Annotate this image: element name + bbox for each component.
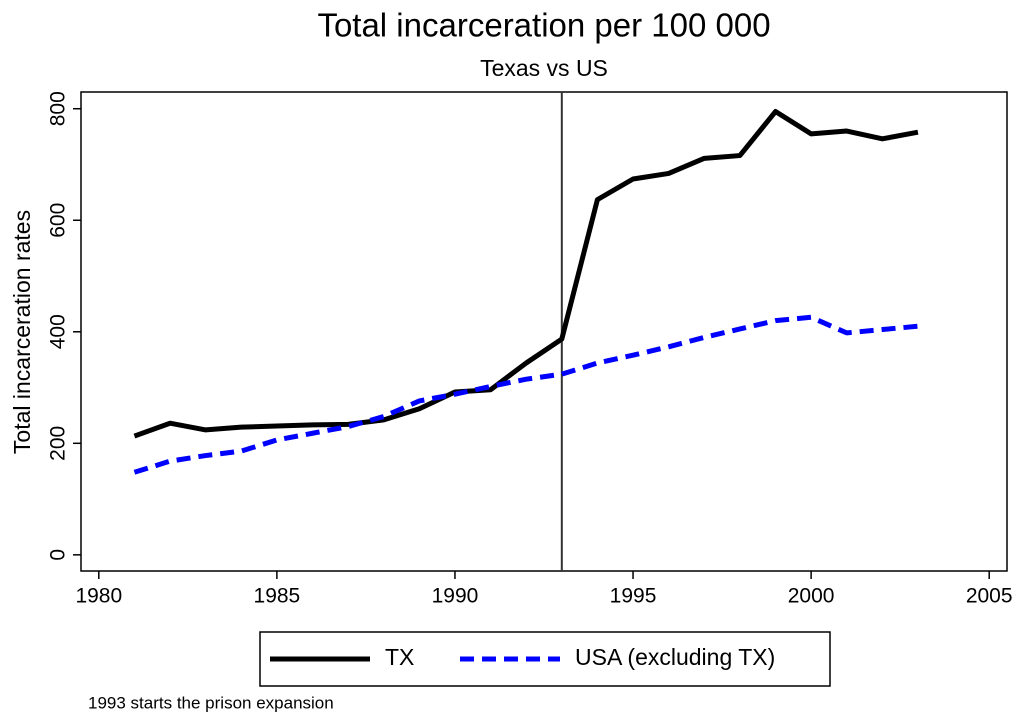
legend-label: TX [385,644,414,670]
legend-label: USA (excluding TX) [575,644,775,670]
y-tick-label: 600 [47,203,70,238]
note: 1993 starts the prison expansion [88,693,334,712]
y-tick-label: 800 [47,91,70,126]
chart-subtitle: Texas vs US [480,55,608,81]
x-tick-label: 2000 [788,585,835,608]
x-tick-label: 1980 [75,585,122,608]
x-tick-label: 2005 [966,585,1013,608]
x-tick-label: 1995 [610,585,657,608]
x-tick-label: 1990 [432,585,479,608]
chart-title: Total incarceration per 100 000 [317,7,770,44]
series-line [133,109,919,439]
legend-box [259,631,831,687]
series-line [133,314,919,475]
y-tick-label: 0 [47,549,70,561]
y-axis-label: Total incarceration rates [9,210,35,454]
y-tick-label: 400 [47,314,70,349]
y-tick-label: 200 [47,426,70,461]
x-tick-label: 1985 [254,585,301,608]
